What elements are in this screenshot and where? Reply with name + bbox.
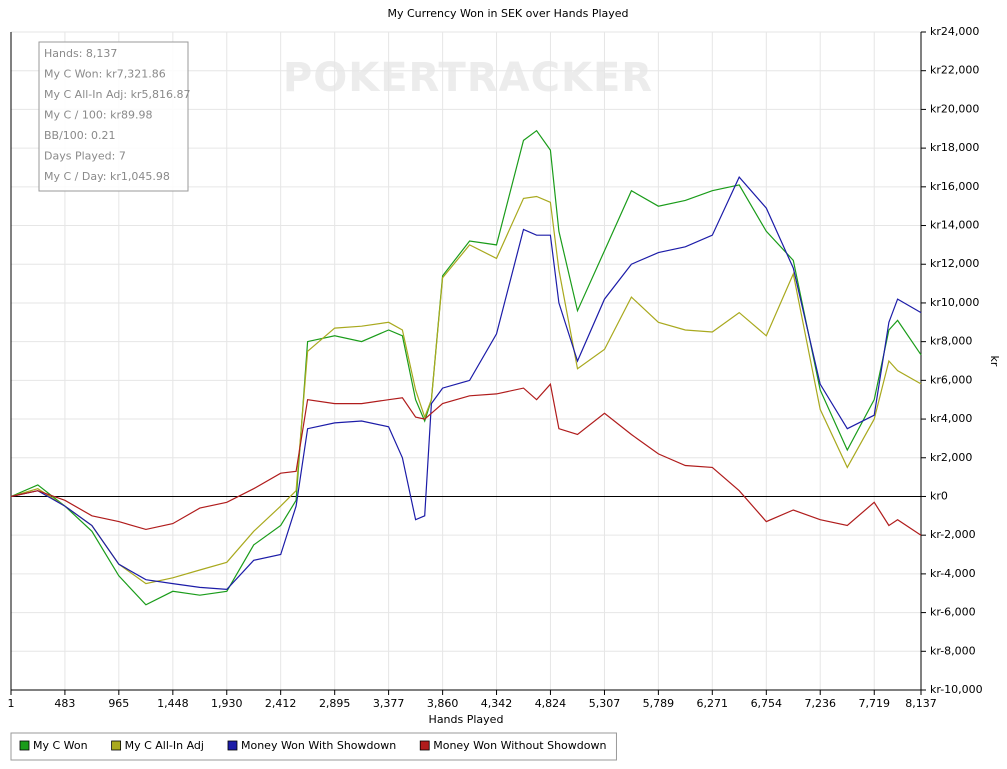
y-tick-label: kr14,000	[930, 219, 979, 232]
y-axis-label: kr	[988, 356, 1001, 367]
legend-swatch	[111, 740, 122, 751]
y-tick-label: kr22,000	[930, 64, 979, 77]
info-text: My C All-In Adj: kr5,816.87	[44, 88, 190, 101]
x-tick-label: 1	[8, 697, 15, 710]
y-tick-label: kr-6,000	[930, 606, 976, 619]
y-tick-label: kr6,000	[930, 373, 972, 386]
y-tick-label: kr12,000	[930, 257, 979, 270]
x-tick-label: 483	[54, 697, 75, 710]
info-box: Hands: 8,137 My C Won: kr7,321.86 My C All…	[38, 41, 190, 192]
watermark: POKERTRACKER	[283, 55, 653, 101]
info-text: Hands: 8,137	[44, 47, 117, 60]
x-tick-label: 7,236	[804, 697, 836, 710]
x-tick-label: 3,377	[373, 697, 405, 710]
x-tick-label: 5,789	[643, 697, 675, 710]
series-line	[10, 195, 922, 585]
x-tick-label: 2,895	[319, 697, 351, 710]
x-tick-label: 6,754	[751, 697, 783, 710]
y-tick-label: kr2,000	[930, 451, 972, 464]
y-tick-label: kr18,000	[930, 141, 979, 154]
legend: My C Won My C All-In Adj Money Won With Sh…	[10, 732, 617, 761]
legend-swatch	[419, 740, 430, 751]
y-tick-label: kr10,000	[930, 296, 979, 309]
info-text: My C / Day: kr1,045.98	[44, 170, 170, 183]
legend-label: Money Won With Showdown	[241, 739, 396, 752]
y-tick-label: kr24,000	[930, 25, 979, 38]
legend-swatch	[227, 740, 238, 751]
x-tick-label: 4,824	[535, 697, 567, 710]
y-tick-label: kr-8,000	[930, 644, 976, 657]
info-box-frame	[38, 41, 189, 192]
info-text: My C Won: kr7,321.86	[44, 68, 166, 81]
x-tick-label: 1,930	[211, 697, 243, 710]
x-tick-label: 3,860	[427, 697, 459, 710]
info-text: My C / 100: kr89.98	[44, 109, 152, 122]
y-tick-label: kr-4,000	[930, 567, 976, 580]
legend-label: My C All-In Adj	[125, 739, 204, 752]
y-tick-label: kr0	[930, 489, 948, 502]
y-tick-label: kr20,000	[930, 102, 979, 115]
x-axis-label: Hands Played	[429, 713, 504, 726]
x-tick-label: 1,448	[157, 697, 189, 710]
legend-label: Money Won Without Showdown	[433, 739, 606, 752]
y-tick-label: kr-10,000	[930, 683, 983, 696]
info-text: BB/100: 0.21	[44, 129, 116, 142]
y-tick-label: kr8,000	[930, 335, 972, 348]
series-line	[10, 382, 922, 536]
x-tick-label: 965	[108, 697, 129, 710]
chart-title: My Currency Won in SEK over Hands Played	[387, 7, 628, 20]
x-tick-label: 2,412	[265, 697, 297, 710]
x-tick-label: 8,137	[905, 697, 937, 710]
legend-swatch	[19, 740, 30, 751]
x-tick-label: 5,307	[589, 697, 621, 710]
x-tick-label: 7,719	[858, 697, 890, 710]
y-tick-label: kr16,000	[930, 180, 979, 193]
series-line	[10, 176, 922, 591]
y-tick-label: kr4,000	[930, 412, 972, 425]
x-tick-label: 6,271	[697, 697, 729, 710]
y-tick-label: kr-2,000	[930, 528, 976, 541]
x-tick-label: 4,342	[481, 697, 513, 710]
legend-label: My C Won	[33, 739, 88, 752]
series-line	[10, 129, 922, 606]
info-text: Days Played: 7	[44, 150, 126, 163]
